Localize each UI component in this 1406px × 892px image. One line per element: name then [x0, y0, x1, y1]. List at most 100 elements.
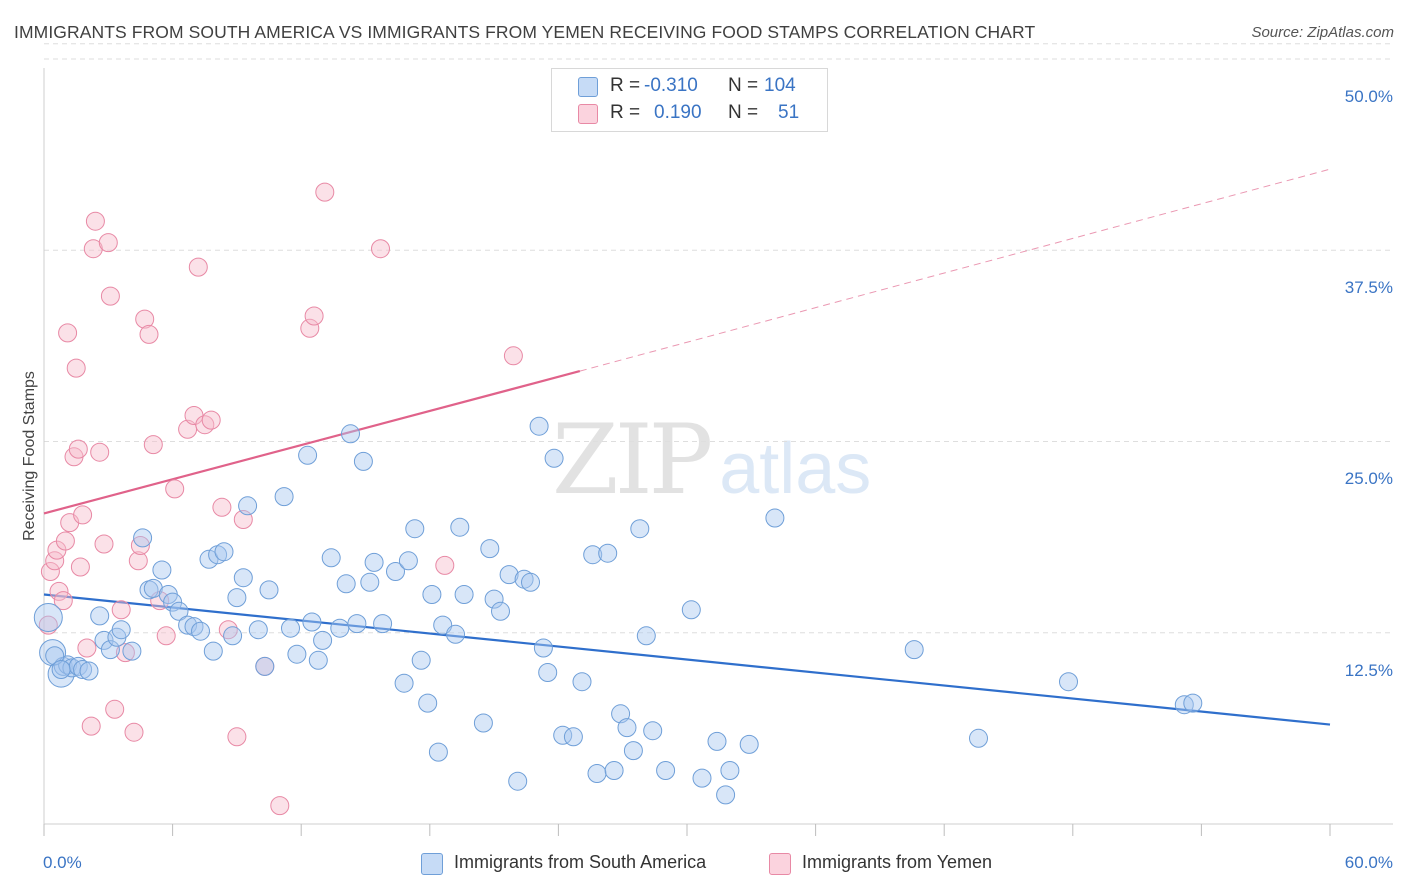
data-point-yemen — [130, 536, 150, 555]
data-points — [33, 182, 1203, 816]
data-point-south-america — [152, 560, 172, 580]
gridlines — [44, 43, 1393, 634]
data-point-south-america — [765, 508, 785, 528]
data-point-yemen — [38, 615, 58, 635]
data-point-south-america — [287, 644, 307, 664]
data-point-south-america — [484, 589, 504, 609]
data-point-south-america — [394, 673, 414, 693]
chart-title: IMMIGRANTS FROM SOUTH AMERICA VS IMMIGRA… — [14, 22, 1036, 42]
data-point-yemen — [115, 643, 135, 663]
data-point-south-america — [248, 620, 268, 640]
legend-r-label: R = — [610, 75, 641, 96]
data-point-south-america — [604, 761, 624, 780]
legend-swatch-blue — [421, 853, 443, 875]
data-point-south-america — [373, 614, 393, 634]
data-point-south-america — [636, 626, 656, 646]
watermark-atlas: atlas — [719, 429, 872, 509]
data-point-yemen — [98, 233, 118, 253]
data-point-south-america — [302, 612, 322, 632]
data-point-yemen — [300, 318, 320, 338]
data-point-south-america — [360, 572, 380, 592]
data-point-yemen — [58, 323, 78, 343]
data-point-yemen — [165, 479, 185, 499]
legend-swatch-pink — [578, 104, 598, 124]
data-point-south-america — [122, 641, 142, 661]
data-point-south-america — [681, 600, 701, 620]
legend-r-value: -0.310 — [644, 75, 698, 96]
x-tick-label-max: 60.0% — [1344, 853, 1393, 872]
data-point-south-america — [508, 771, 528, 791]
data-point-yemen — [100, 286, 120, 306]
data-point-south-america — [255, 656, 275, 676]
legend-n-value: 51 — [778, 102, 800, 123]
data-point-south-america — [298, 445, 318, 465]
data-point-yemen — [270, 796, 290, 816]
data-point-south-america — [617, 718, 637, 738]
legend-label: Immigrants from Yemen — [802, 852, 993, 872]
data-point-south-america — [238, 496, 258, 516]
data-point-yemen — [85, 211, 105, 231]
data-point-south-america — [716, 785, 736, 805]
data-point-south-america — [411, 650, 431, 670]
data-point-yemen — [70, 557, 90, 577]
data-point-yemen — [435, 555, 455, 575]
data-point-south-america — [341, 424, 360, 444]
data-point-south-america — [308, 650, 328, 670]
y-tick-label-25: 25.0% — [1344, 469, 1393, 488]
data-point-south-america — [544, 448, 564, 468]
legend-n-label: N = — [728, 102, 759, 123]
data-point-yemen — [143, 435, 163, 455]
data-point-yemen — [304, 306, 324, 326]
data-point-south-america — [707, 731, 727, 751]
legend-swatch-pink — [769, 853, 791, 875]
x-tick-label-min: 0.0% — [43, 853, 82, 872]
data-point-yemen — [128, 551, 148, 571]
data-point-south-america — [450, 517, 470, 537]
data-point-south-america — [533, 638, 553, 658]
trend-line-yemen — [43, 370, 581, 515]
data-point-south-america — [33, 603, 63, 632]
data-point-south-america — [583, 545, 603, 565]
data-point-yemen — [55, 531, 75, 551]
data-point-yemen — [68, 439, 88, 459]
data-point-south-america — [336, 574, 356, 594]
data-point-yemen — [139, 324, 159, 344]
data-point-south-america — [274, 487, 294, 507]
y-tick-label-12-5: 12.5% — [1344, 661, 1393, 680]
data-point-yemen — [188, 257, 208, 277]
data-point-south-america — [572, 672, 592, 692]
legend-r-value: 0.190 — [654, 102, 702, 123]
data-point-yemen — [156, 626, 176, 646]
data-point-south-america — [364, 552, 384, 572]
data-point-yemen — [77, 638, 97, 658]
data-point-yemen — [371, 239, 390, 259]
data-point-south-america — [398, 551, 418, 571]
data-point-south-america — [203, 641, 223, 661]
data-point-south-america — [538, 663, 558, 682]
data-point-south-america — [623, 741, 643, 761]
data-point-south-america — [199, 549, 219, 569]
y-tick-label-50: 50.0% — [1344, 87, 1393, 106]
legend-item-yemen: Immigrants from Yemen — [769, 851, 1029, 877]
data-point-south-america — [353, 451, 373, 471]
data-point-yemen — [315, 182, 335, 202]
data-point-south-america — [454, 585, 474, 604]
legend-row-yemen: R = 0.190 N = 51 — [552, 101, 827, 127]
data-point-south-america — [163, 592, 183, 612]
data-point-south-america — [529, 416, 549, 436]
data-point-south-america — [630, 519, 650, 539]
data-point-south-america — [656, 761, 676, 780]
data-point-south-america — [521, 572, 540, 592]
data-point-yemen — [90, 442, 110, 462]
data-point-yemen — [212, 497, 232, 517]
data-point-south-america — [643, 721, 663, 741]
data-point-yemen — [111, 600, 131, 620]
data-point-south-america — [739, 734, 759, 754]
data-point-south-america — [418, 693, 438, 713]
data-point-south-america — [598, 543, 618, 563]
data-point-yemen — [49, 581, 69, 601]
trend-line-south-america — [43, 593, 1331, 726]
legend-label: Immigrants from South America — [454, 852, 707, 872]
data-point-south-america — [321, 548, 341, 568]
correlation-legend: R = -0.310 N = 104 R = 0.190 N = 51 — [551, 68, 828, 132]
